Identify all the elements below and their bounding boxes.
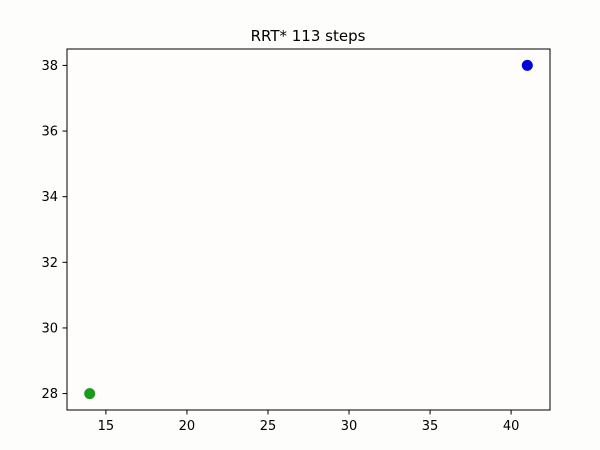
y-tick-label: 34 xyxy=(41,190,58,205)
y-tick-label: 36 xyxy=(41,125,58,140)
data-point-2 xyxy=(521,59,533,71)
y-tick-label: 30 xyxy=(41,321,58,336)
x-tick-label: 20 xyxy=(179,419,196,434)
y-tick-label: 38 xyxy=(41,59,58,74)
plot-area xyxy=(66,48,551,411)
x-tick-label: 40 xyxy=(503,419,520,434)
y-axis: 28 30 32 34 36 38 xyxy=(41,59,67,402)
x-tick-label: 35 xyxy=(422,419,439,434)
x-tick-label: 30 xyxy=(341,419,358,434)
x-axis: 15 20 25 30 35 40 xyxy=(98,410,520,434)
x-tick-label: 15 xyxy=(98,419,115,434)
data-points xyxy=(84,59,533,400)
chart-title: RRT* 113 steps xyxy=(251,27,366,45)
x-tick-label: 25 xyxy=(260,419,277,434)
y-tick-label: 28 xyxy=(41,387,58,402)
y-tick-label: 32 xyxy=(41,256,58,271)
data-point-1 xyxy=(84,388,96,400)
